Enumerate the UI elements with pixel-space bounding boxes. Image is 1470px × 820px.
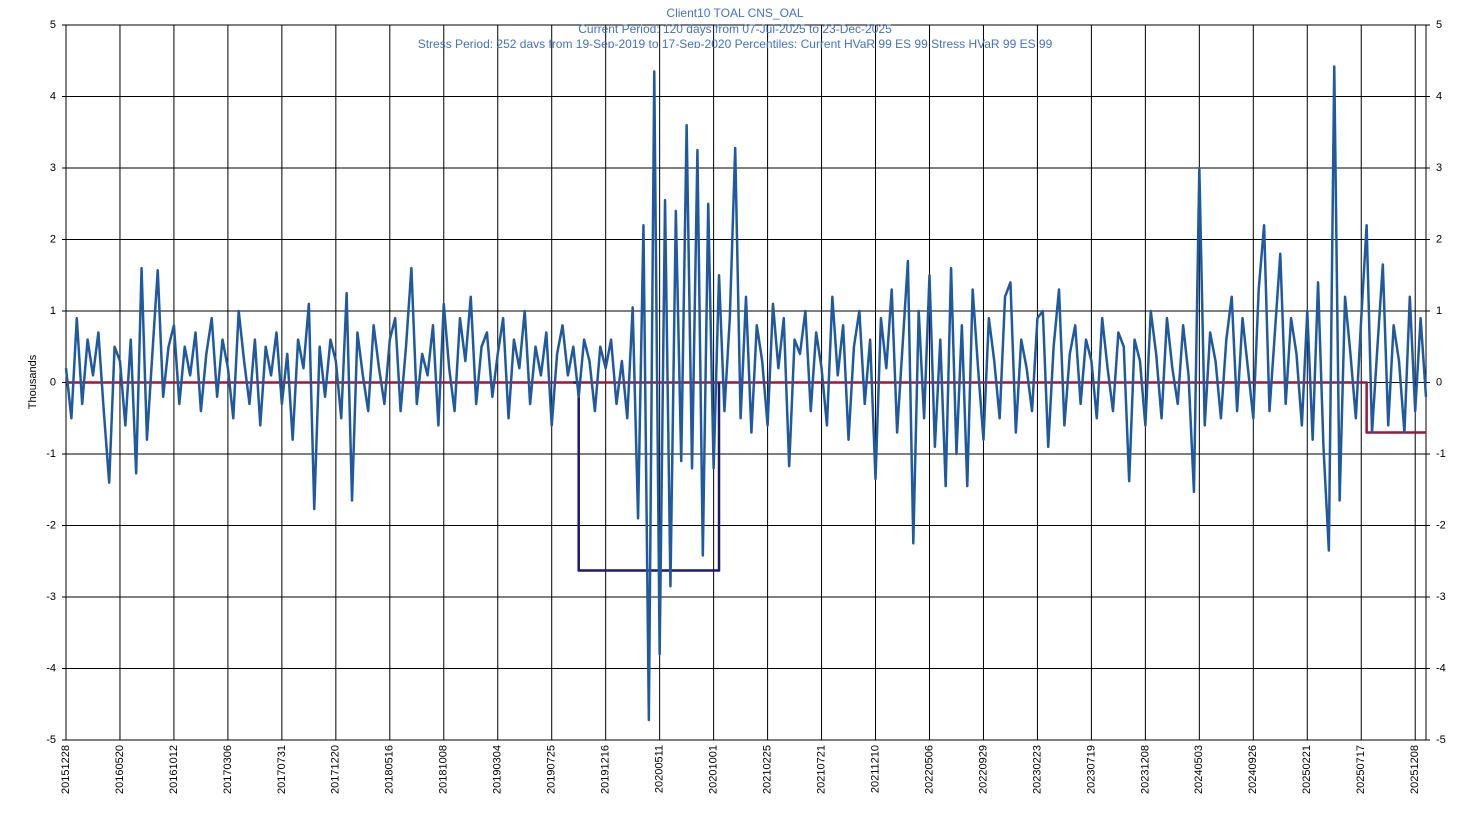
x-tick-label: 20211210 [869,745,881,793]
y2-tick-label: -5 [1436,734,1446,746]
x-tick-label: 20230223 [1031,745,1043,794]
x-tick-label: 20180516 [384,745,396,794]
x-tick-label: 20151228 [60,745,72,794]
y2-tick-label: -2 [1436,519,1446,531]
x-tick-label: 20220929 [977,745,989,794]
x-tick-label: 20250717 [1355,745,1367,794]
data-line [64,65,1428,722]
y2-tick-label: 2 [1436,233,1442,245]
plot-area: -5 -5 -4 -4 -3 -3 -2 -2 -1 -1 0 0 1 1 2 2 3 3 4 4 5 5 20151228… [46,19,1446,794]
x-tick-label: 20230719 [1085,745,1097,794]
x-tick-label: 20181008 [438,745,450,794]
x-tick-label: 20240503 [1193,745,1205,794]
y-tick-label: -2 [46,519,56,531]
y-axis-label: Thousands [27,354,39,409]
y-tick-label: 4 [50,90,56,102]
y-tick-label: 1 [50,305,56,317]
y-tick-label: -5 [46,734,56,746]
x-tick-label: 20200511 [654,745,666,793]
y2-tick-label: 5 [1436,19,1442,31]
x-tick-label: 20161012 [168,745,180,794]
y2-tick-label: 3 [1436,162,1442,174]
x-tick-label: 20190725 [546,745,558,794]
x-tick-label: 20231208 [1139,745,1151,794]
x-tick-label: 20201001 [708,745,720,794]
x-tick-label: 20190304 [492,745,504,794]
y-tick-label: 5 [50,19,56,31]
x-tick-label: 20240926 [1247,745,1259,794]
chart-subtitle: Current Period: 120 days from 07-Jul-202… [578,22,892,36]
x-tick-label: 20250221 [1301,745,1313,794]
x-tick-label: 20251208 [1409,745,1421,794]
y-tick-label: -1 [46,448,56,460]
y-tick-label: -4 [46,662,56,674]
x-tick-label: 20160520 [114,745,126,794]
annotation: Stress Period: 252 days from 19-Sep-2019… [418,37,1053,51]
y2-tick-label: 1 [1436,305,1442,317]
x-tick-label: 20171220 [330,745,342,794]
x-tick-label: 20191216 [600,745,612,794]
y-tick-label: -3 [46,591,56,603]
x-tick-label: 20170731 [276,745,288,794]
y2-tick-label: -1 [1436,448,1446,460]
chart-title: Client10 TOAL CNS_OAL [666,6,804,20]
x-tick-label: 20220506 [923,745,935,794]
y-tick-label: 2 [50,233,56,245]
y2-tick-label: 4 [1436,90,1442,102]
title-block: Client10 TOAL CNS_OAL Current Period: 12… [418,6,1053,51]
x-tick-label: 20210225 [761,745,773,794]
y2-tick-label: 0 [1436,376,1442,388]
y-tick-label: 0 [50,376,56,388]
y2-tick-label: -4 [1436,662,1446,674]
x-tick-label: 20210721 [815,745,827,794]
y2-tick-label: -3 [1436,591,1446,603]
y-tick-label: 3 [50,162,56,174]
x-tick-label: 20170306 [222,745,234,794]
